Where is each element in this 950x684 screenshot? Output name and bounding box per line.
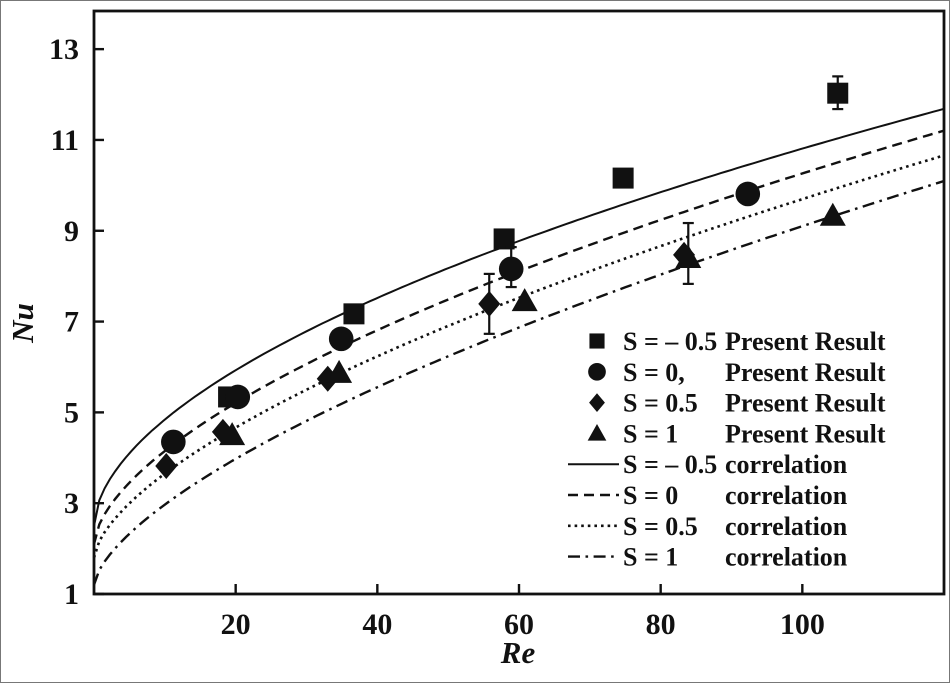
- triangle-marker: [326, 359, 353, 383]
- x-tick-label: 40: [362, 608, 392, 641]
- x-tick-label: 100: [780, 608, 825, 641]
- circle-marker: [225, 384, 251, 410]
- legend-item-s-0.5-present-result: S = 0.5 Present Result: [589, 389, 886, 418]
- data-points: [155, 75, 849, 479]
- square-marker: [343, 303, 365, 325]
- legend-square-icon: [589, 333, 605, 349]
- diamond-marker: [478, 290, 501, 317]
- square-marker: [827, 82, 849, 104]
- y-tick-label: 1: [64, 578, 79, 611]
- y-tick-label: 9: [64, 215, 79, 248]
- square-marker: [612, 167, 634, 189]
- legend-diamond-icon: [589, 393, 605, 412]
- triangle-marker: [511, 288, 538, 312]
- x-axis-label: Re: [500, 635, 536, 670]
- curve-s-1-correlation: [92, 179, 945, 586]
- circle-marker: [735, 181, 761, 207]
- circle-marker: [161, 429, 186, 455]
- x-tick-label: 20: [221, 608, 251, 641]
- legend-triangle-icon: [587, 424, 607, 441]
- legend-label: S = 0, Present Result: [623, 358, 886, 387]
- x-tick-label: 80: [646, 608, 676, 641]
- y-tick-label: 5: [64, 396, 79, 429]
- legend-item-s-0-correlation: S = 0 correlation: [568, 481, 848, 510]
- series-s-0-present-result: [161, 181, 761, 455]
- legend-label: S = – 0.5 Present Result: [623, 327, 886, 356]
- y-tick-label: 11: [51, 124, 79, 157]
- legend-item-s-0.5-correlation: S = 0.5 correlation: [568, 512, 848, 541]
- series-s-1-present-result: [219, 202, 846, 446]
- y-axis-label: Nu: [5, 303, 40, 344]
- legend-item-s-0.5-present-result: S = – 0.5 Present Result: [589, 327, 886, 356]
- triangle-marker: [219, 422, 246, 446]
- legend-item-s-0.5-correlation: S = – 0.5 correlation: [568, 450, 848, 479]
- y-tick-label: 7: [64, 306, 79, 339]
- legend-label: S = 0 correlation: [623, 481, 848, 510]
- legend-label: S = 0.5 correlation: [623, 512, 848, 541]
- circle-marker: [328, 326, 354, 352]
- y-tick-label: 3: [64, 487, 79, 520]
- legend-circle-icon: [588, 362, 606, 381]
- triangle-marker: [819, 202, 846, 226]
- legend-label: S = 1 Present Result: [623, 419, 886, 448]
- diamond-marker: [155, 452, 178, 479]
- series-s-0.5-present-result: [218, 75, 849, 408]
- legend-label: S = 0.5 Present Result: [623, 389, 886, 418]
- x-tick-label: 60: [504, 608, 534, 641]
- legend-item-s-0-present-result: S = 0, Present Result: [588, 358, 886, 387]
- triangle-marker: [675, 245, 702, 269]
- legend-label: S = – 0.5 correlation: [623, 450, 848, 479]
- legend-label: S = 1 correlation: [623, 543, 848, 572]
- curve-s-0.5-correlation: [92, 154, 945, 559]
- legend-item-s-1-correlation: S = 1 correlation: [568, 543, 848, 572]
- legend-item-s-1-present-result: S = 1 Present Result: [587, 419, 886, 448]
- square-marker: [493, 228, 515, 250]
- curve-s-0.5-correlation: [93, 107, 945, 527]
- circle-marker: [498, 256, 524, 282]
- y-tick-label: 13: [49, 33, 79, 66]
